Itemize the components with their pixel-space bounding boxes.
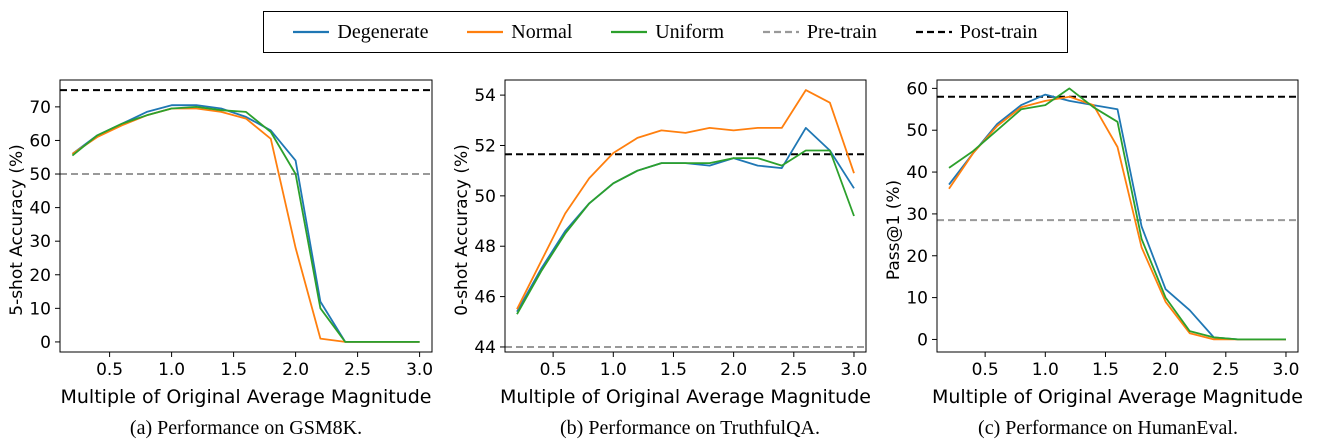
legend-label: Post-train (959, 20, 1038, 43)
x-tick-label: 1.0 (1032, 360, 1059, 380)
x-tick-label: 3.0 (840, 360, 867, 380)
y-tick-label: 0 (40, 333, 51, 353)
legend-swatch (293, 30, 330, 34)
series-line-degenerate (71, 104, 420, 343)
legend-item-degenerate: Degenerate (293, 21, 428, 44)
y-tick-label: 30 (906, 205, 928, 225)
legend-swatch (915, 30, 952, 34)
y-tick-label: 0 (917, 330, 928, 350)
chart-caption: (b) Performance on TruthfulQA. (560, 417, 820, 439)
x-tick-label: 1.5 (220, 360, 247, 380)
x-tick-label: 1.5 (660, 360, 687, 380)
y-tick-label: 40 (906, 163, 928, 183)
y-tick-label: 54 (474, 86, 496, 106)
chart-panel-2: 0.5 1.0 1.5 2.0 2.5 3.0 44 46 48 50 52 54 Multiple o… (452, 79, 871, 439)
series-line-uniform (948, 87, 1286, 341)
x-axis-label: Multiple of Original Average Magnitude (61, 386, 432, 408)
x-tick-label: 2.5 (344, 360, 371, 380)
x-tick-label: 2.0 (282, 360, 309, 380)
legend-item-post-train: Post-train (915, 20, 1038, 44)
y-tick-label: 20 (29, 266, 51, 286)
x-tick-label: 2.5 (1212, 360, 1239, 380)
series-line-degenerate (516, 127, 855, 313)
series-line-uniform (516, 149, 855, 315)
y-axis-label: 0-shot Accuracy (%) (452, 144, 472, 316)
chart-caption: (c) Performance on HumanEval. (978, 417, 1238, 439)
legend-label: Normal (511, 20, 573, 43)
x-tick-label: 1.5 (1092, 360, 1119, 380)
x-tick-label: 1.0 (600, 360, 627, 380)
y-tick-label: 50 (29, 165, 51, 185)
x-tick-label: 1.0 (158, 360, 185, 380)
x-tick-label: 3.0 (406, 360, 433, 380)
series-line-degenerate (948, 93, 1286, 341)
x-tick-label: 2.0 (1152, 360, 1179, 380)
legend-item-pre-train: Pre-train (762, 20, 877, 44)
y-tick-label: 50 (474, 187, 496, 207)
y-tick-label: 52 (474, 136, 496, 156)
legend-swatch (467, 30, 504, 34)
chart-caption: (a) Performance on GSM8K. (130, 417, 362, 439)
legend: Degenerate Normal Uniform Pre-train Post-tra… (263, 11, 1068, 53)
legend-item-normal: Normal (467, 21, 572, 44)
y-axis-label: 5-shot Accuracy (%) (7, 144, 27, 316)
plot-frame (59, 79, 433, 353)
legend-swatch (762, 30, 799, 34)
y-tick-label: 30 (29, 232, 51, 252)
y-tick-label: 60 (906, 79, 928, 99)
y-tick-label: 48 (474, 237, 496, 257)
legend-item-uniform: Uniform (611, 21, 724, 44)
x-tick-label: 0.5 (540, 360, 567, 380)
y-tick-label: 10 (906, 289, 928, 309)
y-tick-label: 70 (29, 98, 51, 118)
y-tick-label: 10 (29, 299, 51, 319)
x-axis-label: Multiple of Original Average Magnitude (932, 386, 1303, 408)
plot-frame (504, 79, 867, 353)
chart-panel-1: 0.5 1.0 1.5 2.0 2.5 3.0 0 10 20 30 40 50 60 70 Multipl… (7, 79, 433, 439)
series-line-uniform (71, 106, 420, 343)
x-tick-label: 2.5 (780, 360, 807, 380)
series-line-normal (516, 89, 855, 310)
y-tick-label: 50 (906, 121, 928, 141)
x-tick-label: 3.0 (1272, 360, 1299, 380)
chart-panel-3: 0.5 1.0 1.5 2.0 2.5 3.0 0 10 20 30 40 50 60 Multiple … (884, 79, 1303, 439)
x-tick-label: 2.0 (720, 360, 747, 380)
y-tick-label: 46 (474, 288, 496, 308)
y-tick-label: 20 (906, 247, 928, 267)
y-tick-label: 60 (29, 131, 51, 151)
series-line-normal (948, 95, 1286, 341)
legend-label: Uniform (655, 20, 725, 43)
legend-label: Pre-train (806, 20, 877, 43)
legend-label: Degenerate (337, 20, 429, 43)
x-tick-label: 0.5 (972, 360, 999, 380)
plot-frame (936, 79, 1299, 353)
y-tick-label: 40 (29, 199, 51, 219)
series-line-normal (71, 107, 420, 343)
legend-swatch (611, 30, 648, 34)
y-axis-label: Pass@1 (%) (884, 180, 904, 280)
x-axis-label: Multiple of Original Average Magnitude (500, 386, 871, 408)
y-tick-label: 44 (474, 338, 496, 358)
x-tick-label: 0.5 (96, 360, 123, 380)
